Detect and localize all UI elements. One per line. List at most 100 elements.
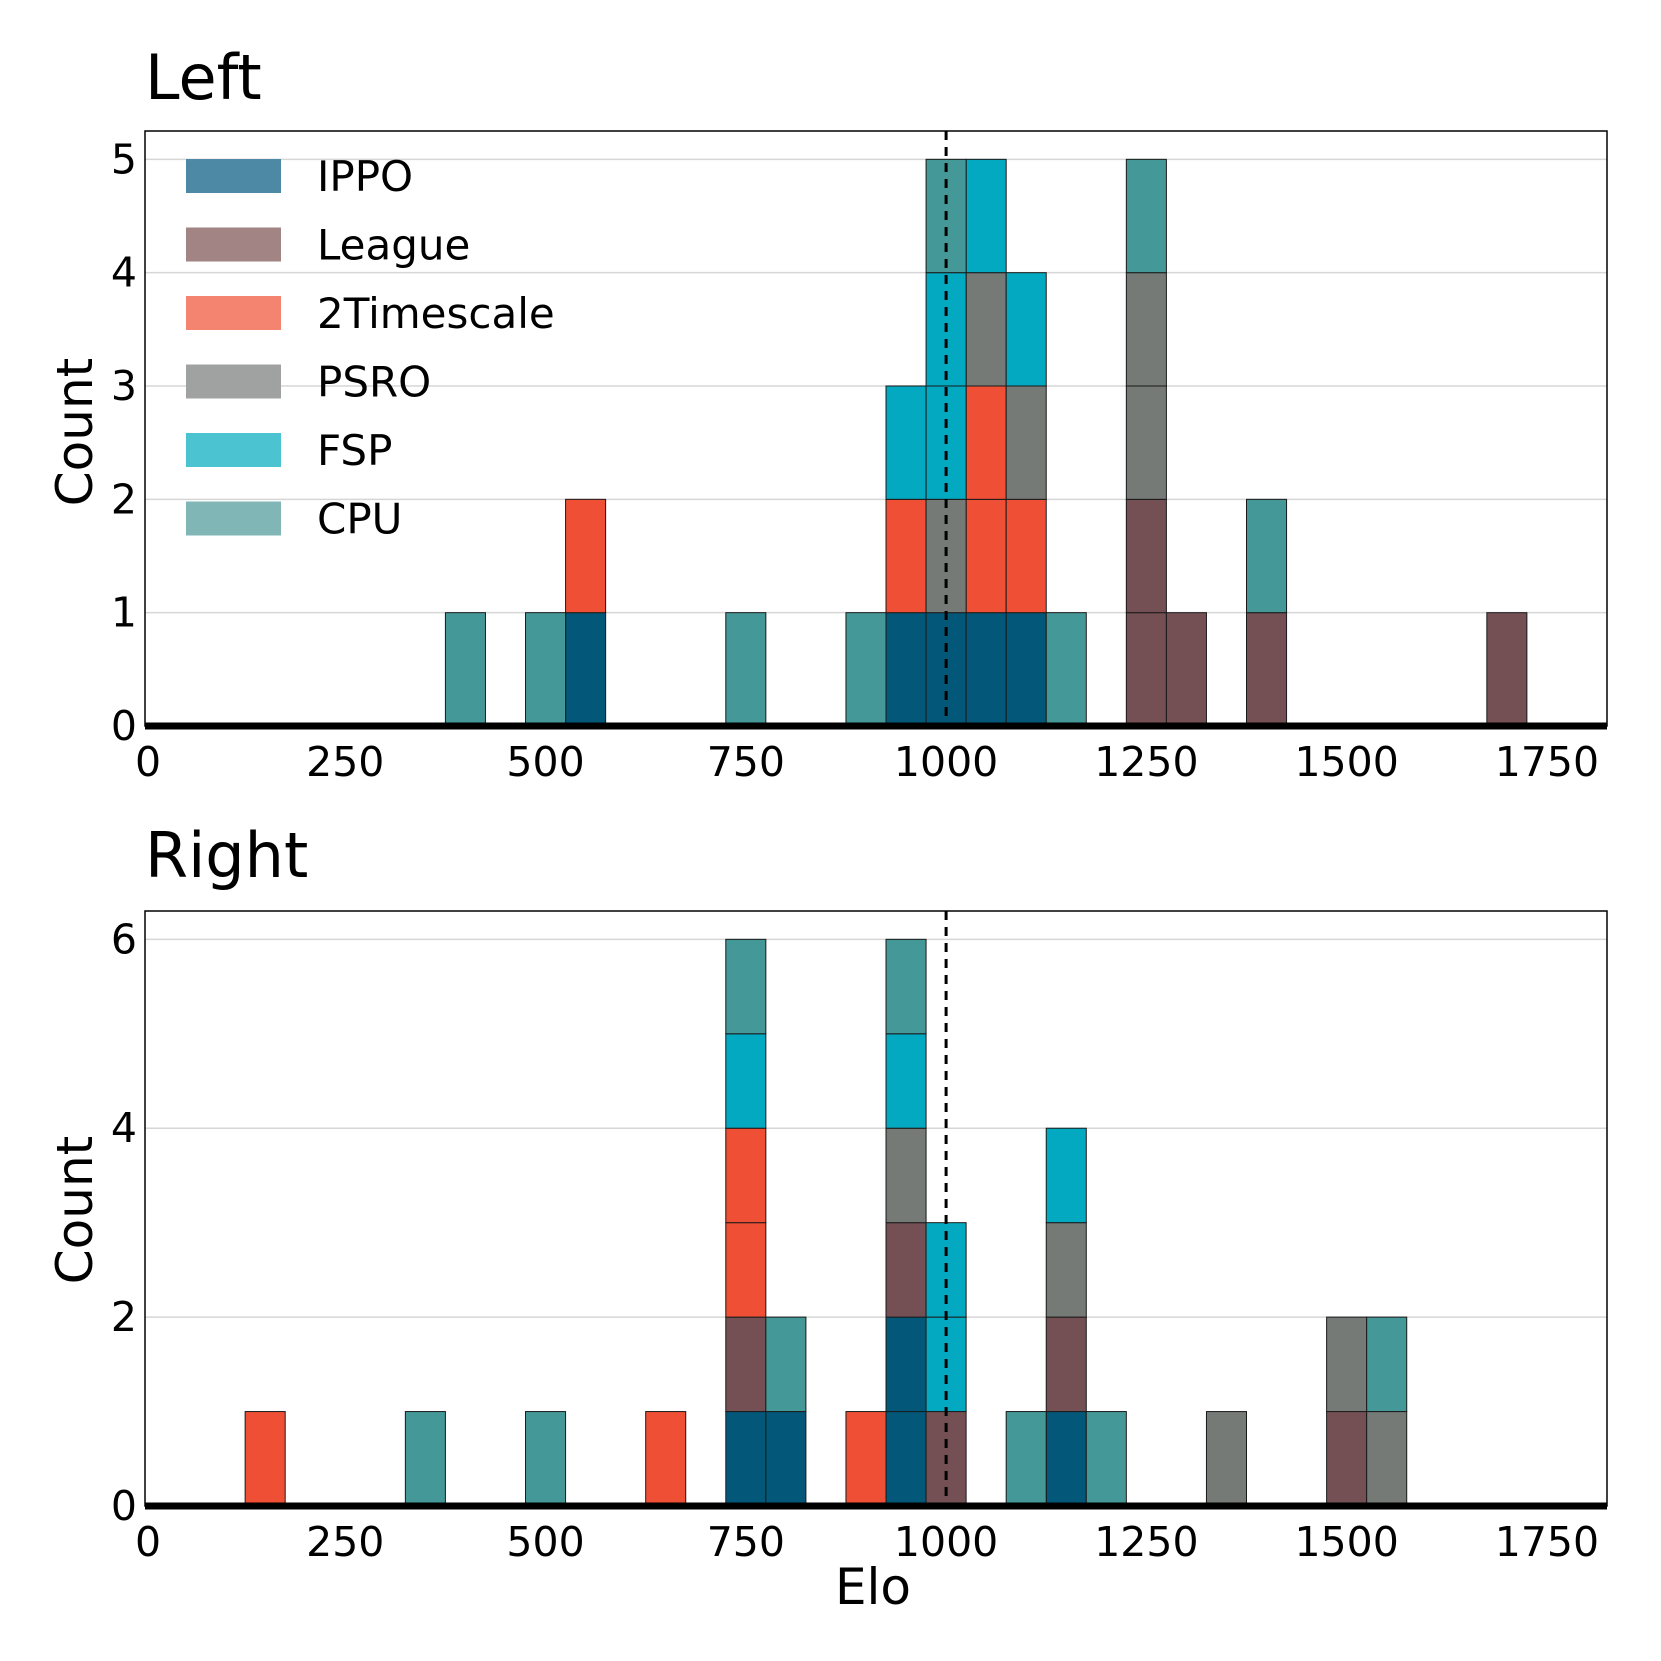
bar-fsp [885, 1033, 927, 1129]
x-tick-label: 1750 [1495, 738, 1599, 786]
panel-title-left: Left [145, 41, 262, 114]
bar-league [725, 1316, 767, 1413]
legend-swatch-ippo [186, 159, 281, 193]
bar-ippo [965, 612, 1007, 727]
bar-2timescale [965, 498, 1007, 614]
bar-2timescale [1005, 498, 1047, 614]
y-tick-label: 0 [111, 702, 137, 750]
bar-psro [1125, 385, 1167, 500]
panel-title-right: Right [145, 819, 308, 892]
x-tick-label: 500 [506, 1518, 584, 1566]
y-tick-label: 6 [111, 915, 137, 963]
bar-league [1125, 612, 1167, 727]
bar-2timescale [885, 498, 927, 614]
bar-ippo [1045, 1411, 1087, 1507]
bar-psro [885, 1127, 927, 1224]
legend-swatch-fsp [186, 433, 281, 467]
bar-fsp [725, 1033, 767, 1129]
y-tick-label: 4 [111, 249, 137, 297]
y-tick-label: 2 [111, 1293, 137, 1341]
bar-ippo [885, 1411, 927, 1507]
bar-league [1486, 612, 1528, 727]
x-tick-label: 1250 [1094, 738, 1198, 786]
bar-2timescale [244, 1411, 286, 1507]
bar-league [1246, 612, 1288, 727]
bar-cpu [1246, 498, 1288, 614]
x-tick-label: 0 [135, 1518, 161, 1566]
bar-ippo [885, 612, 927, 727]
panel-left: Left Count 0 1 2 3 4 5 0 250 500 750 1000 1250 1500 1… [46, 41, 1608, 786]
legend-label-league: League [317, 221, 470, 270]
bar-psro [1326, 1316, 1368, 1413]
bar-2timescale [965, 385, 1007, 500]
bar-league [1165, 612, 1207, 727]
bar-league [1125, 498, 1167, 614]
bar-psro [1366, 1411, 1408, 1507]
bar-ippo [1005, 612, 1047, 727]
x-tick-label: 750 [707, 738, 785, 786]
bar-2timescale [725, 1127, 767, 1224]
bar-psro [1045, 1222, 1087, 1318]
legend-swatch-cpu [186, 501, 281, 536]
bar-fsp [965, 158, 1007, 274]
bar-ippo [565, 612, 607, 727]
bar-2timescale [845, 1411, 887, 1507]
bar-psro [965, 272, 1007, 387]
bar-fsp [1005, 272, 1047, 387]
x-tick-label: 1000 [894, 1518, 998, 1566]
bar-cpu [885, 938, 927, 1035]
y-tick-label: 0 [111, 1482, 137, 1530]
bar-psro [1005, 385, 1047, 500]
bar-cpu [725, 612, 767, 727]
panel-right: Right Count Elo 0 2 4 6 0 250 500 750 1000 1250 15… [46, 819, 1608, 1616]
bar-league [1326, 1411, 1368, 1507]
legend: IPPO League 2Timescale PSRO FSP CPU [186, 152, 555, 544]
legend-label-ippo: IPPO [317, 152, 413, 201]
y-tick-label: 5 [111, 135, 137, 183]
legend-swatch-league [186, 227, 281, 262]
bar-cpu [404, 1411, 446, 1507]
x-tick-label: 250 [306, 738, 384, 786]
x-axis-label-elo: Elo [835, 1558, 911, 1616]
bar-league [885, 1222, 927, 1318]
x-tick-label: 1500 [1294, 738, 1398, 786]
bar-fsp [885, 385, 927, 500]
bar-cpu [1125, 158, 1167, 274]
x-tick-label: 250 [306, 1518, 384, 1566]
y-axis-label-left: Count [46, 358, 104, 507]
bar-2timescale [565, 498, 607, 614]
bar-cpu [1366, 1316, 1408, 1413]
bar-ippo [885, 1316, 927, 1413]
bar-cpu [765, 1316, 807, 1413]
y-tick-label: 3 [111, 362, 137, 410]
bar-cpu [525, 1411, 567, 1507]
bar-cpu [845, 612, 887, 727]
legend-swatch-2timescale [186, 296, 281, 330]
bar-cpu [725, 938, 767, 1035]
y-tick-label: 4 [111, 1104, 137, 1152]
legend-label-fsp: FSP [317, 426, 392, 475]
bar-fsp [1045, 1127, 1087, 1224]
x-tick-label: 1000 [894, 738, 998, 786]
bar-2timescale [725, 1222, 767, 1318]
legend-label-2timescale: 2Timescale [317, 289, 555, 338]
bar-cpu [1045, 612, 1087, 727]
x-tick-label: 500 [506, 738, 584, 786]
y-tick-label: 1 [111, 589, 137, 637]
bar-league [1045, 1316, 1087, 1413]
x-tick-label: 1750 [1495, 1518, 1599, 1566]
bar-2timescale [645, 1411, 687, 1507]
x-tick-label: 1500 [1294, 1518, 1398, 1566]
bar-cpu [444, 612, 486, 727]
bar-ippo [765, 1411, 807, 1507]
legend-label-cpu: CPU [317, 495, 402, 544]
x-tick-label: 0 [135, 738, 161, 786]
x-tick-label: 750 [707, 1518, 785, 1566]
legend-swatch-psro [186, 364, 281, 399]
bar-cpu [525, 612, 567, 727]
bar-psro [1125, 272, 1167, 387]
legend-label-psro: PSRO [317, 358, 431, 407]
bar-psro [1205, 1411, 1248, 1507]
x-tick-label: 1250 [1094, 1518, 1198, 1566]
